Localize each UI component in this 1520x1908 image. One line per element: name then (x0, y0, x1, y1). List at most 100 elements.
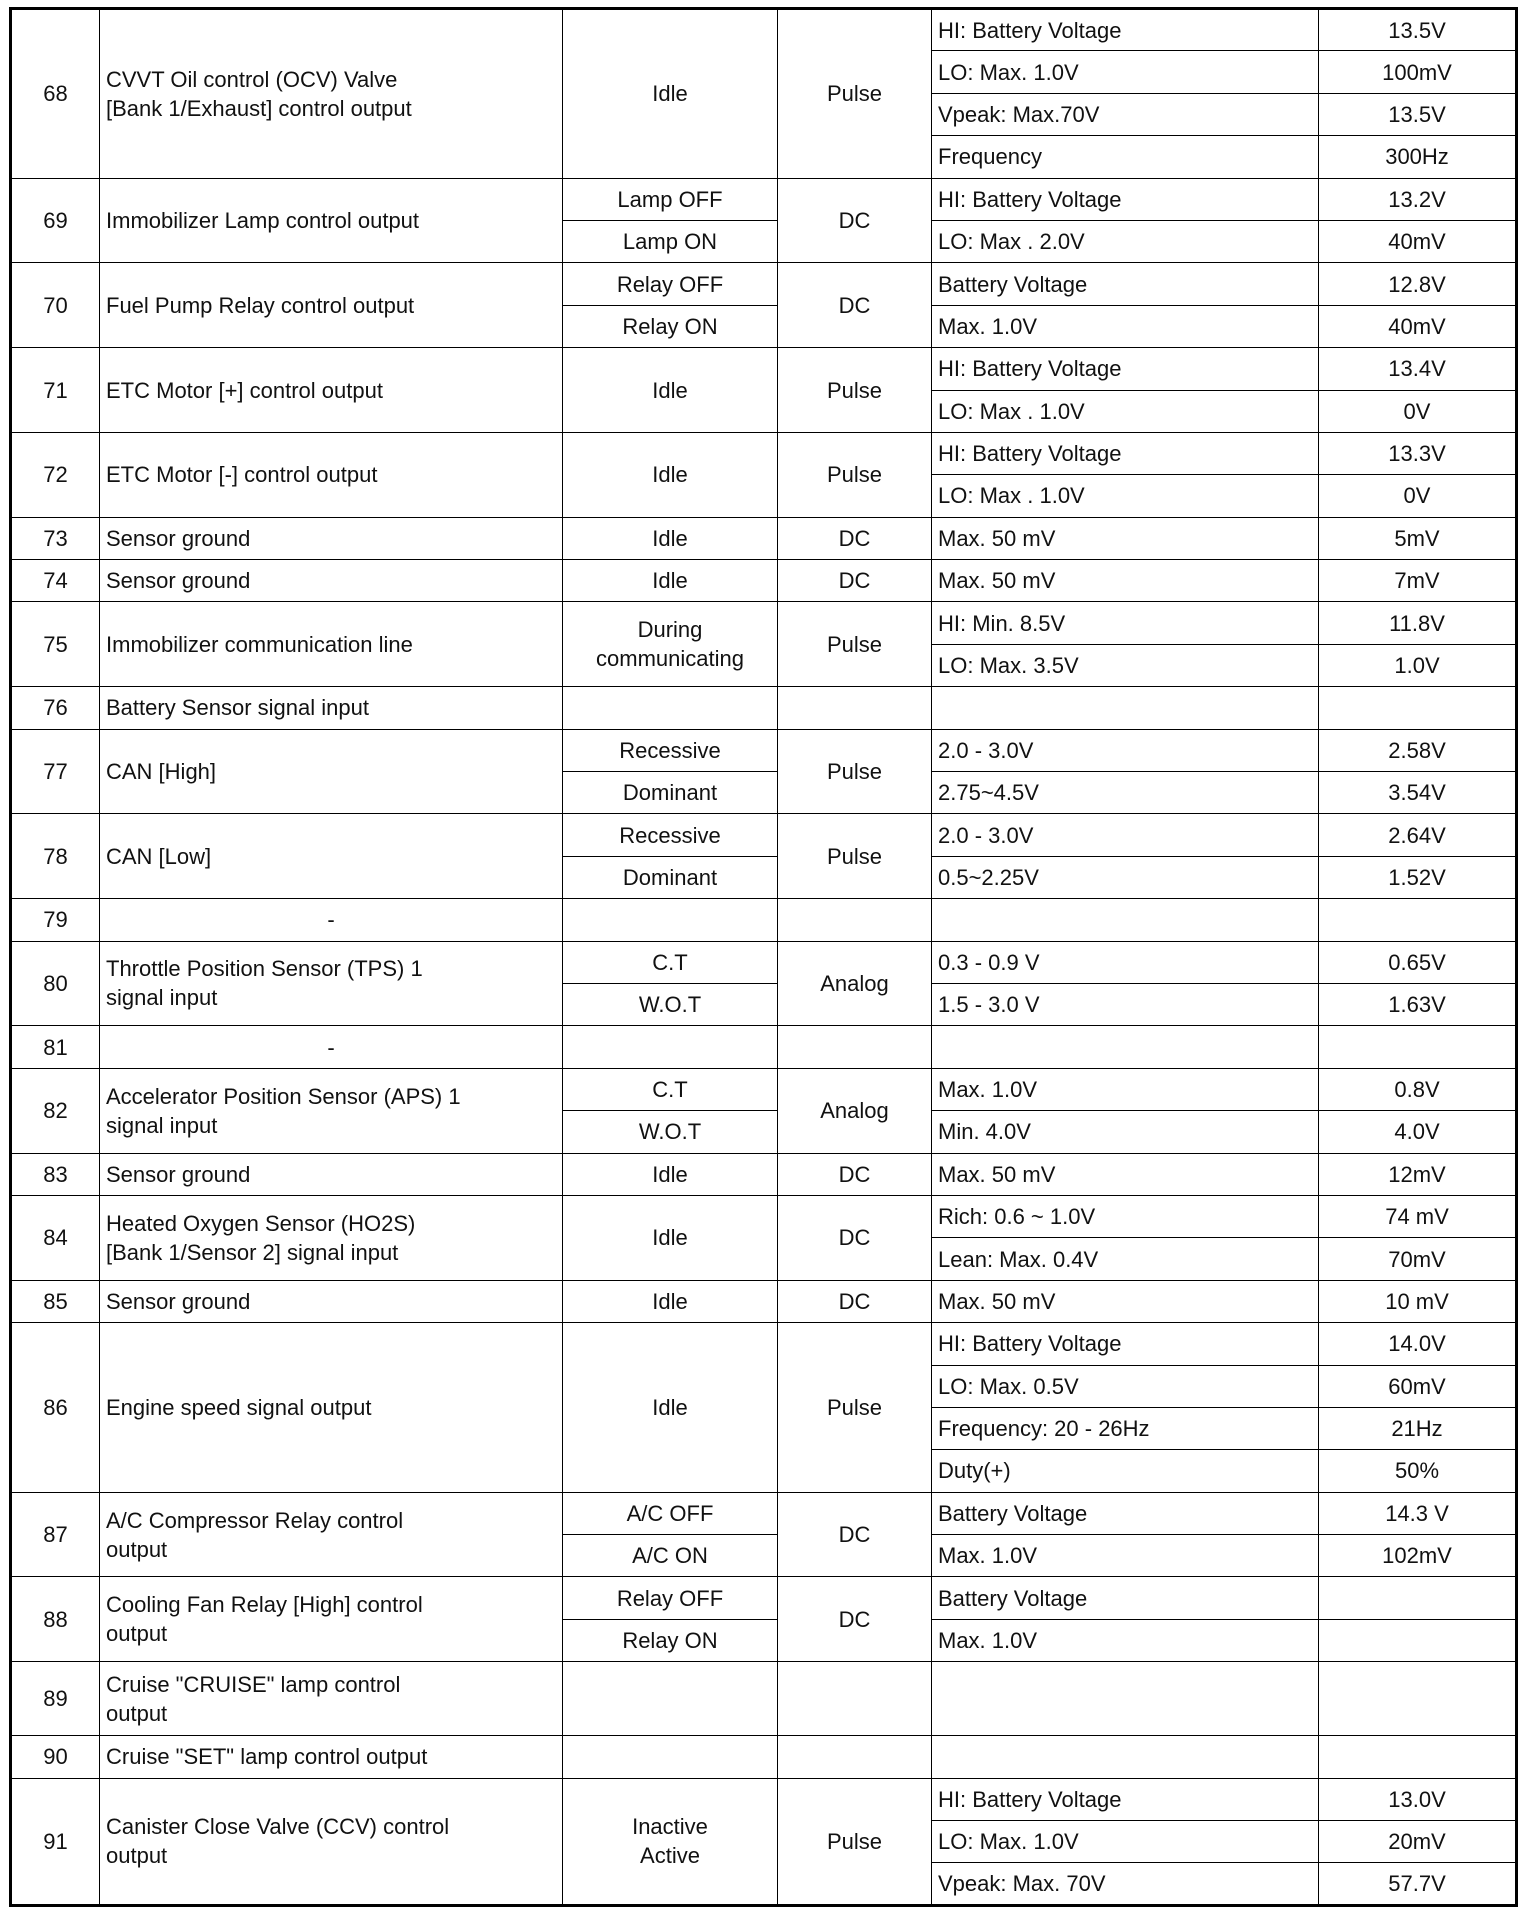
condition: During communicating (562, 601, 778, 688)
pin-number: 83 (10, 1152, 100, 1196)
pin-number: 78 (10, 813, 100, 900)
test-value: 21Hz (1318, 1406, 1517, 1451)
condition: Idle (562, 347, 778, 433)
test-value: 40mV (1318, 304, 1517, 349)
pin-number: 84 (10, 1194, 100, 1281)
pin-description: Immobilizer Lamp control output (99, 177, 563, 264)
test-value: 20mV (1318, 1820, 1517, 1864)
signal-type (777, 898, 932, 942)
condition: Relay ON (562, 1618, 778, 1663)
condition: Idle (562, 1279, 778, 1324)
table-row: Dominant 2.75~4.5V 3.54V (11, 771, 1517, 815)
condition: Relay OFF (562, 1576, 778, 1620)
table-row: W.O.T 1.5 - 3.0 V 1.63V (11, 982, 1517, 1027)
test-spec: Max. 1.0V (931, 304, 1319, 349)
table-row: 87 A/C Compressor Relay control output A/C… (10, 1491, 1517, 1578)
table-row: 69 Immobilizer Lamp control output Lamp OF… (10, 177, 1517, 264)
table-row: Relay ON Max. 1.0V (11, 1618, 1517, 1663)
condition (562, 1735, 778, 1779)
signal-type: Pulse (777, 1777, 932, 1906)
test-spec: Battery Voltage (931, 1576, 1319, 1620)
test-spec (931, 1025, 1319, 1069)
test-value: 13.5V (1318, 92, 1517, 137)
table-row: LO: Max . 1.0V 0V (11, 389, 1517, 433)
test-value: 11.8V (1318, 601, 1517, 645)
signal-type: Pulse (777, 8, 932, 179)
condition: Relay ON (562, 304, 778, 349)
signal-type: Pulse (777, 347, 932, 433)
table-row: LO: Max. 0.5V 60mV (11, 1364, 1517, 1408)
test-spec: Rich: 0.6 ~ 1.0V (931, 1194, 1319, 1239)
pin-number: 68 (10, 8, 100, 179)
pin-description: CVVT Oil control (OCV) Valve [Bank 1/Exh… (99, 8, 563, 179)
signal-type: DC (777, 559, 932, 603)
test-spec: LO: Max. 0.5V (931, 1364, 1319, 1408)
test-spec (931, 1661, 1319, 1737)
test-value (1318, 898, 1517, 942)
test-value: 0.65V (1318, 940, 1517, 984)
pin-number: 76 (10, 686, 100, 730)
test-spec: Duty(+) (931, 1449, 1319, 1493)
test-value (1318, 1618, 1517, 1663)
pin-description: Fuel Pump Relay control output (99, 262, 563, 349)
table-row: 82 Accelerator Position Sensor (APS) 1 si… (10, 1067, 1517, 1154)
signal-type: Analog (777, 1067, 932, 1154)
test-value: 0.8V (1318, 1067, 1517, 1112)
test-spec: LO: Max. 1.0V (931, 50, 1319, 94)
table-row: Frequency 300Hz (11, 135, 1517, 179)
signal-type: DC (777, 516, 932, 561)
pin-description: A/C Compressor Relay control output (99, 1491, 563, 1578)
test-value: 40mV (1318, 219, 1517, 264)
pin-number: 71 (10, 347, 100, 433)
pin-description: - (99, 1025, 563, 1069)
condition: Idle (562, 1194, 778, 1281)
test-spec: LO: Max. 3.5V (931, 643, 1319, 688)
table-row: 76 Battery Sensor signal input (10, 686, 1517, 730)
test-spec: Max. 50 mV (931, 559, 1319, 603)
test-value: 102mV (1318, 1534, 1517, 1578)
test-value: 100mV (1318, 50, 1517, 94)
signal-type: Pulse (777, 728, 932, 815)
signal-type: DC (777, 1279, 932, 1324)
pin-description: Cruise "SET" lamp control output (99, 1735, 563, 1779)
test-value (1318, 1025, 1517, 1069)
test-value: 57.7V (1318, 1862, 1517, 1906)
signal-type: DC (777, 262, 932, 349)
test-spec: HI: Battery Voltage (931, 347, 1319, 391)
table-row: LO: Max. 1.0V 20mV (11, 1820, 1517, 1864)
signal-type (777, 1735, 932, 1779)
test-spec: HI: Battery Voltage (931, 431, 1319, 476)
test-value (1318, 1661, 1517, 1737)
condition: Recessive (562, 728, 778, 773)
table-row: 81- (10, 1025, 1517, 1069)
condition (562, 1025, 778, 1069)
table-row: 72 ETC Motor [-] control output Idle Pulse H… (10, 431, 1517, 518)
table-row: LO: Max. 3.5V 1.0V (11, 643, 1517, 688)
test-spec: Max. 50 mV (931, 1279, 1319, 1324)
test-spec: Max. 1.0V (931, 1067, 1319, 1112)
pin-description: - (99, 898, 563, 942)
test-spec: LO: Max . 1.0V (931, 474, 1319, 518)
table-row: Vpeak: Max. 70V 57.7V (11, 1862, 1517, 1906)
table-row: 86 Engine speed signal output Idle Pulse HI:… (10, 1322, 1517, 1493)
test-value: 1.0V (1318, 643, 1517, 688)
test-value (1318, 686, 1517, 730)
test-value: 74 mV (1318, 1194, 1517, 1239)
pin-number: 85 (10, 1279, 100, 1324)
test-value: 60mV (1318, 1364, 1517, 1408)
signal-type: Pulse (777, 1322, 932, 1493)
signal-type: Pulse (777, 813, 932, 900)
pin-description: Engine speed signal output (99, 1322, 563, 1493)
test-value: 2.64V (1318, 813, 1517, 857)
pin-description: Heated Oxygen Sensor (HO2S) [Bank 1/Sens… (99, 1194, 563, 1281)
pin-description: Sensor ground (99, 1152, 563, 1196)
pin-number: 91 (10, 1777, 100, 1906)
pin-description: Battery Sensor signal input (99, 686, 563, 730)
test-value (1318, 1735, 1517, 1779)
pin-number: 69 (10, 177, 100, 264)
table-row: 71 ETC Motor [+] control output Idle Pulse H… (10, 347, 1517, 433)
test-value: 3.54V (1318, 771, 1517, 815)
test-value: 2.58V (1318, 728, 1517, 773)
signal-type: Analog (777, 940, 932, 1027)
test-spec: Max. 50 mV (931, 516, 1319, 561)
